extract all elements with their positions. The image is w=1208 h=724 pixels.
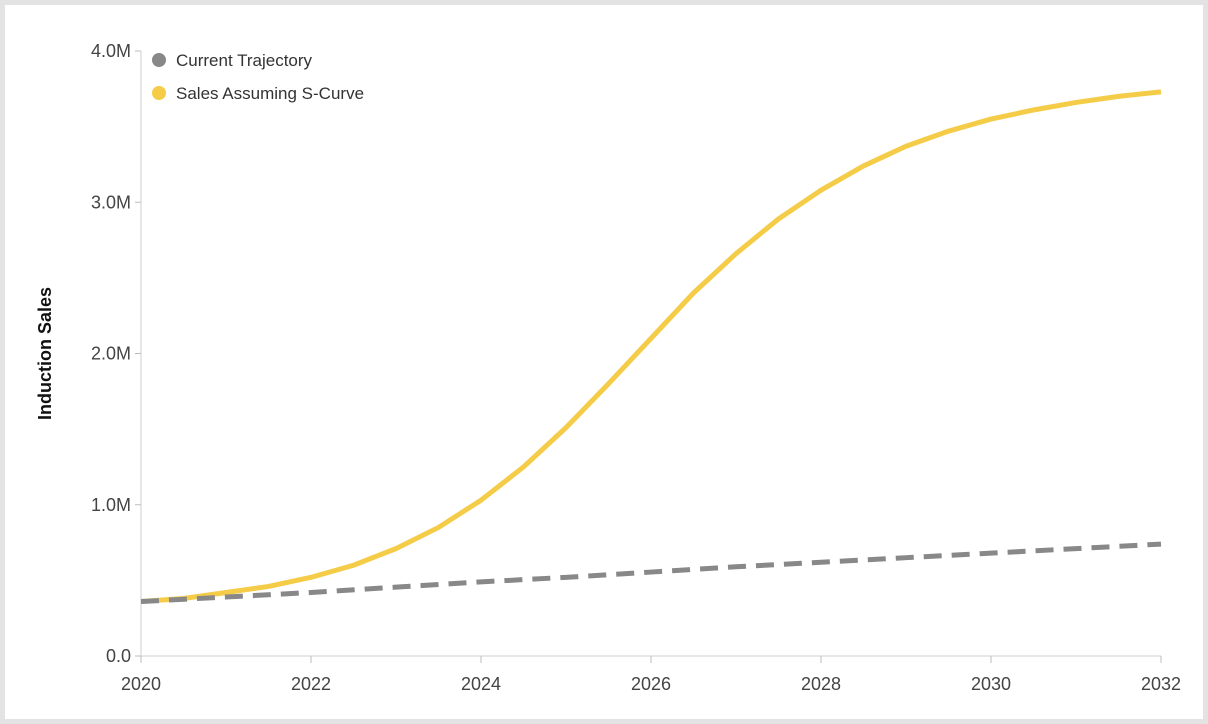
y-tick-label: 2.0M — [91, 344, 131, 364]
y-tick-label: 3.0M — [91, 192, 131, 212]
line-chart: 0.0 1.0M 2.0M 3.0M 4.0M 2020 2022 2024 2026 2028 2… — [35, 41, 1181, 694]
y-axis-title: Induction Sales — [35, 287, 55, 420]
x-tick-label: 2026 — [631, 674, 671, 694]
legend-swatch — [152, 86, 166, 100]
x-tick-label: 2030 — [971, 674, 1011, 694]
y-tick-label: 1.0M — [91, 495, 131, 515]
legend-label: Sales Assuming S-Curve — [176, 84, 364, 103]
x-tick-label: 2024 — [461, 674, 501, 694]
x-tick-label: 2028 — [801, 674, 841, 694]
y-tick-label: 0.0 — [106, 646, 131, 666]
series-line-sales-assuming-s-curve — [140, 89, 1162, 605]
chart-panel: 0.0 1.0M 2.0M 3.0M 4.0M 2020 2022 2024 2026 2028 2… — [5, 5, 1203, 719]
x-tick-label: 2032 — [1141, 674, 1181, 694]
legend-label: Current Trajectory — [176, 51, 313, 70]
x-tick-label: 2020 — [121, 674, 161, 694]
series-line-current-trajectory — [140, 541, 1162, 605]
x-tick-label: 2022 — [291, 674, 331, 694]
legend-swatch — [152, 53, 166, 67]
y-tick-label: 4.0M — [91, 41, 131, 61]
